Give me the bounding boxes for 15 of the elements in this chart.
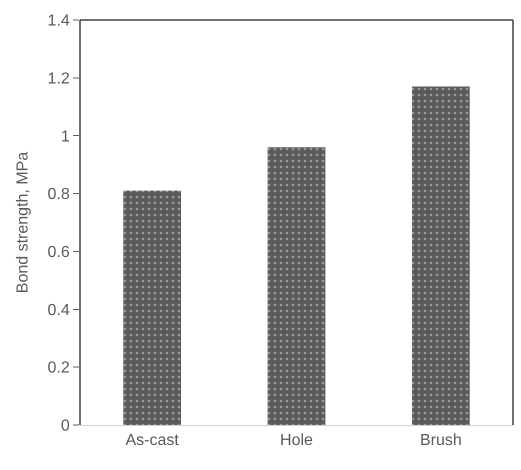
y-tick-label: 0.4 bbox=[48, 302, 70, 319]
y-tick-label: 0.8 bbox=[48, 186, 70, 204]
bar bbox=[268, 147, 326, 425]
y-tick-label: 1.2 bbox=[48, 70, 70, 88]
y-tick-label: 1.4 bbox=[48, 12, 70, 30]
y-axis-title: Bond strength, MPa bbox=[14, 152, 32, 294]
y-tick-label: 1 bbox=[60, 128, 70, 146]
bar bbox=[412, 86, 470, 425]
bar bbox=[123, 190, 182, 425]
y-tick-label: 0.6 bbox=[48, 244, 70, 262]
y-tick-label: 0.2 bbox=[48, 360, 70, 377]
x-tick-label: As-cast bbox=[126, 432, 180, 450]
y-tick-label: 0 bbox=[60, 418, 70, 435]
x-tick-label: Hole bbox=[280, 432, 314, 450]
x-tick-label: Brush bbox=[420, 432, 462, 450]
